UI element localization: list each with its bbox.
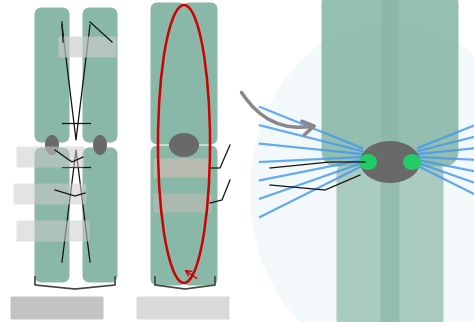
FancyBboxPatch shape	[35, 147, 70, 282]
Ellipse shape	[45, 135, 59, 155]
Ellipse shape	[359, 154, 377, 170]
FancyBboxPatch shape	[382, 0, 458, 166]
FancyBboxPatch shape	[151, 3, 185, 145]
FancyBboxPatch shape	[182, 146, 218, 286]
FancyBboxPatch shape	[182, 3, 218, 145]
FancyBboxPatch shape	[58, 36, 117, 58]
Ellipse shape	[403, 154, 421, 170]
FancyBboxPatch shape	[17, 221, 90, 242]
FancyBboxPatch shape	[82, 7, 118, 143]
FancyArrowPatch shape	[241, 92, 314, 135]
FancyBboxPatch shape	[82, 147, 118, 282]
FancyBboxPatch shape	[321, 0, 399, 166]
Ellipse shape	[360, 141, 420, 183]
FancyBboxPatch shape	[154, 158, 211, 177]
Ellipse shape	[250, 22, 474, 322]
FancyBboxPatch shape	[137, 297, 229, 319]
FancyBboxPatch shape	[381, 160, 444, 322]
FancyBboxPatch shape	[10, 297, 103, 319]
Ellipse shape	[93, 135, 107, 155]
FancyBboxPatch shape	[154, 194, 211, 213]
FancyBboxPatch shape	[151, 146, 185, 286]
FancyBboxPatch shape	[35, 7, 70, 143]
Ellipse shape	[169, 133, 199, 157]
FancyBboxPatch shape	[337, 160, 400, 322]
FancyBboxPatch shape	[17, 147, 84, 167]
FancyBboxPatch shape	[13, 184, 86, 204]
